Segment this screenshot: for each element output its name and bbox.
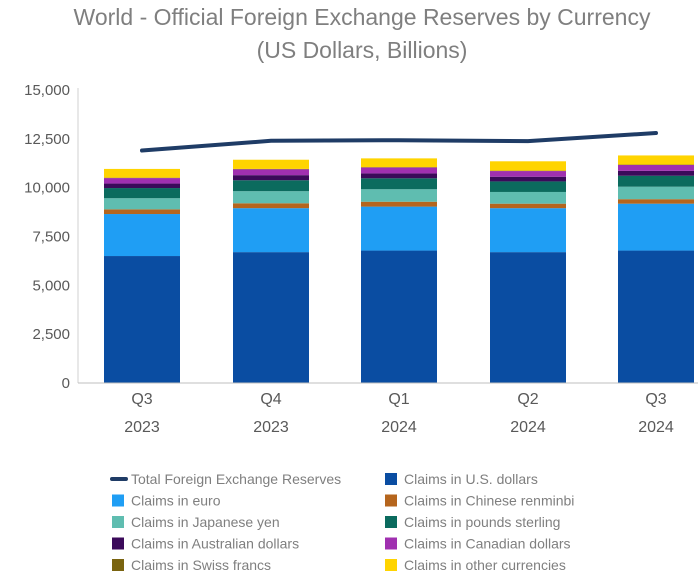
y-axis: 0 2,500 5,000 7,500 10,000 12,500 15,000 — [24, 82, 79, 392]
x-axis: Q3 2023 Q4 2023 Q1 2024 Q2 2024 Q3 2024 — [78, 382, 698, 436]
y-tick-label: 15,000 — [24, 82, 70, 99]
legend-swatch — [385, 559, 397, 571]
bar-segment — [104, 183, 180, 189]
bar-segment — [233, 180, 309, 192]
bar-segment — [618, 155, 694, 165]
legend-swatch — [112, 537, 124, 550]
x-tick-label: 2023 — [253, 419, 289, 436]
legend-swatch — [385, 494, 397, 507]
legend-label: Claims in Swiss francs — [131, 557, 271, 573]
bar-segment — [490, 171, 566, 177]
legend-swatch — [385, 473, 397, 485]
legend: Total Foreign Exchange Reserves Claims in… — [110, 471, 574, 573]
legend-label: Claims in Chinese renminbi — [404, 493, 574, 509]
x-tick-label: Q4 — [260, 391, 281, 408]
bar-segment — [104, 214, 180, 257]
bar-segment — [490, 191, 566, 204]
bar-segment — [361, 173, 437, 179]
bar-segment — [233, 175, 309, 181]
legend-label: Claims in Japanese yen — [131, 514, 280, 530]
bar-segment — [361, 250, 437, 383]
x-tick-label: 2024 — [510, 419, 546, 436]
x-tick-label: 2023 — [124, 419, 160, 436]
y-tick-label: 7,500 — [32, 229, 70, 246]
x-tick-label: Q1 — [388, 391, 409, 408]
chart-subtitle: (US Dollars, Billions) — [257, 37, 468, 63]
bar-segment — [618, 175, 694, 187]
legend-swatch — [112, 516, 124, 528]
y-tick-label: 2,500 — [32, 326, 70, 343]
bar-segment — [233, 191, 309, 204]
total-line-group — [140, 130, 658, 153]
bar-segment — [233, 252, 309, 383]
x-tick-label: Q3 — [131, 391, 152, 408]
y-tick-label: 0 — [62, 375, 70, 392]
bar-segment — [104, 256, 180, 383]
bar-segment — [233, 208, 309, 253]
x-tick-label: 2024 — [381, 419, 417, 436]
legend-swatch — [385, 516, 397, 528]
y-tick-label: 12,500 — [24, 131, 70, 148]
bar-segment — [361, 189, 437, 202]
bar-segment — [490, 208, 566, 253]
bar-segment — [618, 199, 694, 204]
x-tick-label: Q3 — [645, 391, 666, 408]
legend-label: Claims in Canadian dollars — [404, 536, 571, 552]
bar-segment — [490, 161, 566, 171]
bar-segment — [233, 203, 309, 209]
bar-segment — [490, 252, 566, 383]
bar-segment — [104, 168, 180, 178]
legend-label: Total Foreign Exchange Reserves — [131, 471, 341, 487]
bar-segment — [361, 167, 437, 174]
bar-segment — [233, 159, 309, 169]
bar-segment — [104, 209, 180, 215]
bar-segment — [104, 198, 180, 210]
bar-segment — [104, 188, 180, 199]
x-tick-label: Q2 — [517, 391, 538, 408]
bar-segment — [361, 178, 437, 190]
legend-swatch — [385, 537, 397, 550]
bar-segment — [361, 206, 437, 251]
legend-label: Claims in pounds sterling — [404, 514, 560, 530]
bar-segment — [618, 250, 694, 383]
bar-segment — [361, 201, 437, 207]
bar-segment — [618, 203, 694, 251]
legend-label: Claims in other currencies — [404, 557, 566, 573]
bar-segment — [490, 181, 566, 192]
total-reserves-line — [140, 130, 658, 153]
legend-label: Claims in Australian dollars — [131, 536, 299, 552]
bar-segment — [618, 186, 694, 200]
bar-segment — [618, 165, 694, 171]
bar-segment — [490, 203, 566, 209]
bar-segment — [361, 158, 437, 168]
bar-segment — [618, 170, 694, 176]
bars-group — [104, 155, 694, 383]
chart-title: World - Official Foreign Exchange Reserv… — [74, 4, 651, 30]
legend-label: Claims in euro — [131, 493, 221, 509]
legend-swatch — [112, 559, 124, 571]
bar-segment — [104, 178, 180, 184]
y-tick-label: 10,000 — [24, 180, 70, 197]
bar-segment — [490, 176, 566, 182]
legend-label: Claims in U.S. dollars — [404, 471, 538, 487]
x-tick-label: 2024 — [638, 419, 674, 436]
bar-segment — [233, 169, 309, 176]
y-tick-label: 5,000 — [32, 277, 70, 294]
legend-swatch — [112, 494, 124, 507]
